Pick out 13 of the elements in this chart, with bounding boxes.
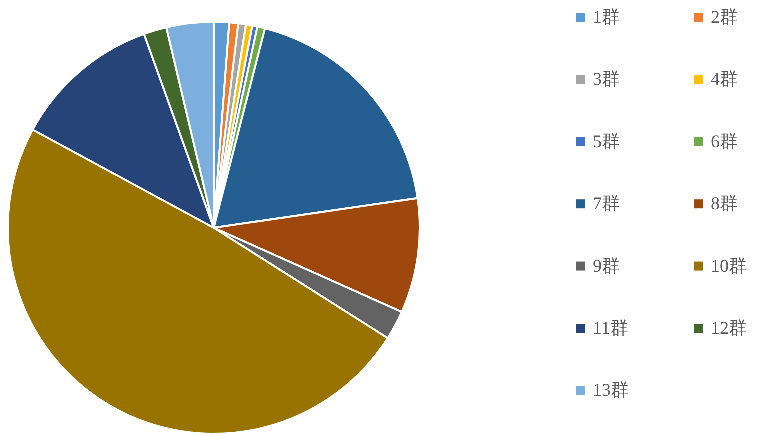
legend-label: 2群 [711, 7, 738, 27]
legend-label: 4群 [711, 69, 738, 90]
legend-label: 5群 [593, 131, 620, 152]
legend-label: 1群 [593, 7, 620, 27]
legend-label: 7群 [593, 194, 620, 214]
legend-label: 9群 [593, 256, 620, 276]
legend-label: 11群 [593, 318, 628, 338]
legend-label: 13群 [593, 380, 629, 400]
legend-label: 10群 [711, 256, 747, 276]
legend-label: 12群 [711, 318, 747, 338]
legend-label: 6群 [711, 131, 738, 152]
legend-label: 3群 [593, 69, 620, 90]
legend-label: 8群 [711, 194, 738, 214]
